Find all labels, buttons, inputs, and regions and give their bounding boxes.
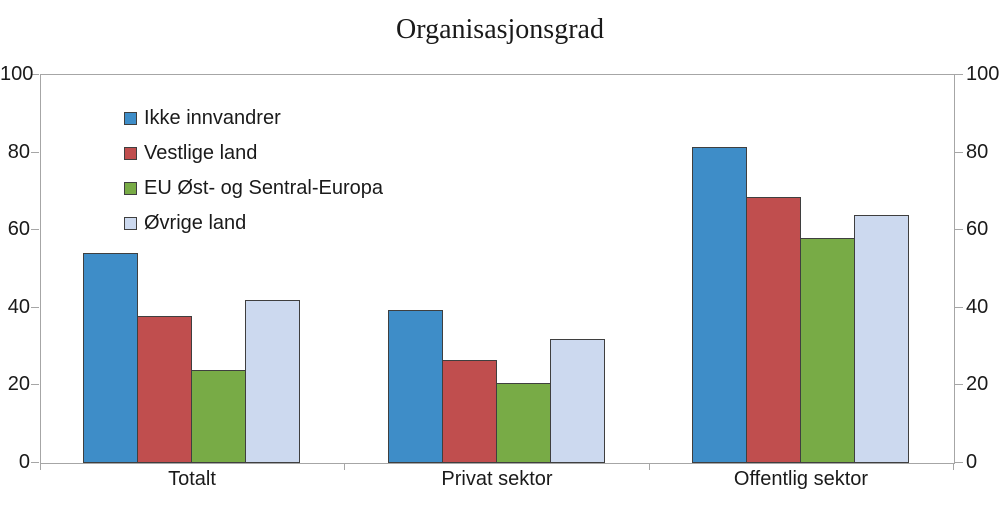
x-axis-category-label: Totalt xyxy=(168,468,216,490)
y-axis-tick-left xyxy=(31,152,39,153)
legend-label: Øvrige land xyxy=(144,212,247,234)
y-axis-label-right: 60 xyxy=(966,218,989,240)
bar xyxy=(83,253,138,463)
y-axis-label-left: 20 xyxy=(7,373,30,395)
x-axis-boundary-tick xyxy=(344,464,345,470)
y-axis-tick-right xyxy=(955,462,963,463)
legend-swatch-icon xyxy=(124,182,137,195)
y-axis-tick-right xyxy=(955,307,963,308)
y-axis-tick-left xyxy=(31,229,39,230)
x-axis-boundary-tick xyxy=(40,464,41,470)
y-axis-tick-right xyxy=(955,74,963,75)
y-axis-tick-right xyxy=(955,152,963,153)
y-axis-label-left: 100 xyxy=(0,63,34,85)
y-axis-label-right: 100 xyxy=(966,63,1000,85)
plot-area xyxy=(40,74,955,464)
x-axis-category-label: Privat sektor xyxy=(441,468,553,490)
bar xyxy=(245,300,300,463)
legend-label: Ikke innvandrer xyxy=(144,107,281,129)
chart-title: Organisasjonsgrad xyxy=(396,14,604,45)
y-axis-label-right: 40 xyxy=(966,296,989,318)
y-axis-label-left: 0 xyxy=(18,451,30,473)
bar xyxy=(388,310,443,463)
y-axis-tick-right xyxy=(955,229,963,230)
y-axis-label-left: 60 xyxy=(7,218,30,240)
legend-item: Ikke innvandrer xyxy=(124,101,383,136)
bar xyxy=(137,316,192,463)
legend-label: Vestlige land xyxy=(144,142,258,164)
legend-swatch-icon xyxy=(124,217,137,230)
y-axis-label-right: 80 xyxy=(966,141,989,163)
x-axis-boundary-tick xyxy=(953,464,954,470)
bar xyxy=(692,147,747,463)
x-axis-boundary-tick xyxy=(649,464,650,470)
y-axis-label-right: 0 xyxy=(966,451,978,473)
legend-swatch-icon xyxy=(124,147,137,160)
y-axis-tick-right xyxy=(955,384,963,385)
y-axis-tick-left xyxy=(31,462,39,463)
bar xyxy=(854,215,909,463)
bar xyxy=(550,339,605,463)
y-axis-label-right: 20 xyxy=(966,373,989,395)
bar xyxy=(442,360,497,463)
legend-item: EU Øst- og Sentral-Europa xyxy=(124,171,383,206)
y-axis-tick-left xyxy=(31,384,39,385)
chart-legend: Ikke innvandrer Vestlige land EU Øst- og S… xyxy=(124,101,383,241)
bar xyxy=(496,383,551,463)
y-axis-label-left: 80 xyxy=(7,141,30,163)
legend-label: EU Øst- og Sentral-Europa xyxy=(144,177,383,199)
y-axis-tick-left xyxy=(31,307,39,308)
y-axis-label-left: 40 xyxy=(7,296,30,318)
legend-item: Øvrige land xyxy=(124,206,383,241)
legend-item: Vestlige land xyxy=(124,136,383,171)
bar xyxy=(191,370,246,463)
legend-swatch-icon xyxy=(124,112,137,125)
bar xyxy=(746,197,801,463)
y-axis-tick-left xyxy=(31,74,39,75)
bar xyxy=(800,238,855,463)
x-axis-category-label: Offentlig sektor xyxy=(733,468,869,490)
